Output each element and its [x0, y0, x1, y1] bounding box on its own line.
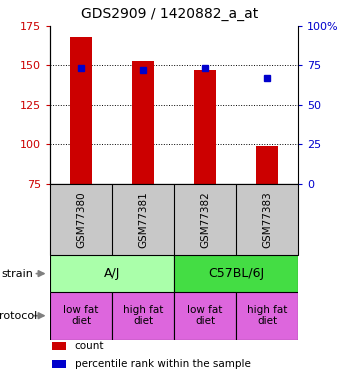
Text: protocol: protocol — [0, 311, 38, 321]
Bar — [70, 37, 92, 184]
Bar — [174, 292, 236, 340]
Text: C57BL/6J: C57BL/6J — [208, 267, 264, 280]
Bar — [236, 292, 298, 340]
Text: A/J: A/J — [104, 267, 120, 280]
Text: GSM77381: GSM77381 — [138, 191, 148, 248]
Bar — [50, 292, 112, 340]
Text: GSM77383: GSM77383 — [262, 191, 272, 248]
Text: strain: strain — [2, 268, 33, 279]
Text: low fat
diet: low fat diet — [187, 305, 223, 327]
Bar — [52, 360, 66, 368]
Text: percentile rank within the sample: percentile rank within the sample — [75, 359, 251, 369]
Text: high fat
diet: high fat diet — [247, 305, 287, 327]
Bar — [50, 255, 174, 292]
Text: high fat
diet: high fat diet — [123, 305, 163, 327]
Text: GSM77380: GSM77380 — [76, 191, 86, 248]
Text: GDS2909 / 1420882_a_at: GDS2909 / 1420882_a_at — [81, 7, 259, 21]
Bar — [194, 70, 216, 184]
Text: low fat
diet: low fat diet — [63, 305, 99, 327]
Bar — [112, 292, 174, 340]
Bar — [256, 146, 278, 184]
Text: count: count — [75, 341, 104, 351]
Text: GSM77382: GSM77382 — [200, 191, 210, 248]
Bar — [132, 60, 154, 184]
Bar — [174, 255, 298, 292]
Bar — [52, 342, 66, 350]
